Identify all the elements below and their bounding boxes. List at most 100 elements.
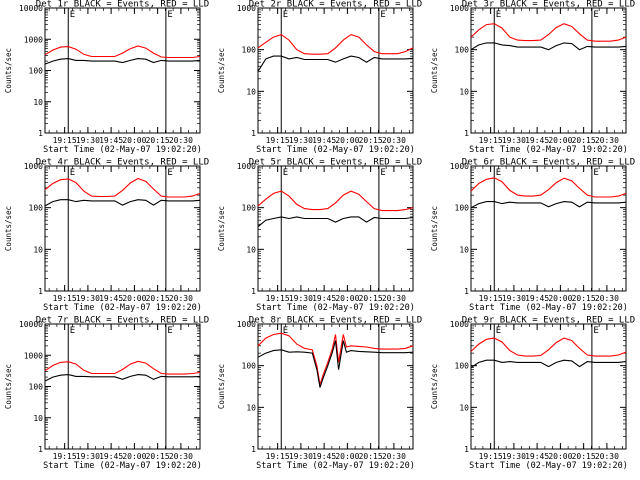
event-boundary-marker: E xyxy=(496,326,501,336)
y-tick-label: 10 xyxy=(246,403,256,412)
y-tick-label: 1000 xyxy=(237,4,256,13)
x-tick-label: 19:45 xyxy=(312,136,336,145)
plot-frame xyxy=(470,165,627,292)
x-tick-label: 19:15 xyxy=(266,136,290,145)
y-tick-label: 100 xyxy=(455,46,470,55)
chart-title: Det 8r BLACK = Events, RED = LLD xyxy=(249,316,422,326)
y-axis-label: Counts/sec xyxy=(430,206,439,251)
x-tick-label: 20:00 xyxy=(548,136,572,145)
event-boundary-marker: E xyxy=(496,168,501,178)
event-boundary-marker: E xyxy=(593,326,598,336)
chart-panel-1: Det 1r BLACK = Events, RED = LLD 1 10 100 10… xyxy=(4,0,209,155)
y-tick-label: 1000 xyxy=(237,162,256,171)
series-line-lld xyxy=(44,360,201,375)
y-tick-label: 1 xyxy=(464,445,469,454)
x-tick-label: 20:00 xyxy=(335,294,359,303)
series-line-events xyxy=(470,42,627,51)
y-tick-label: 10 xyxy=(33,245,43,254)
y-tick-label: 100 xyxy=(29,383,44,392)
x-tick-label: 20:30 xyxy=(595,136,619,145)
y-tick-label: 10 xyxy=(459,245,469,254)
event-boundary-marker: E xyxy=(380,10,385,20)
x-tick-label: 19:15 xyxy=(53,452,77,461)
series-line-events xyxy=(470,359,627,369)
x-tick-label: 20:15 xyxy=(359,294,383,303)
y-tick-label: 100 xyxy=(455,362,470,371)
x-tick-label: 20:30 xyxy=(169,294,193,303)
y-tick-label: 1 xyxy=(464,287,469,296)
y-tick-label: 100 xyxy=(29,67,44,76)
x-axis-label: Start Time (02-May-07 19:02:20) xyxy=(43,303,202,313)
x-tick-label: 20:30 xyxy=(595,294,619,303)
x-axis-label: Start Time (02-May-07 19:02:20) xyxy=(469,145,628,155)
plot-frame xyxy=(257,165,414,292)
x-tick-label: 20:00 xyxy=(335,136,359,145)
y-tick-label: 1000 xyxy=(237,320,256,329)
x-tick-label: 19:45 xyxy=(525,452,549,461)
y-tick-label: 1 xyxy=(38,287,43,296)
x-tick-label: 19:30 xyxy=(289,452,313,461)
y-tick-label: 1000 xyxy=(450,320,469,329)
y-tick-label: 1000 xyxy=(450,162,469,171)
series-line-lld xyxy=(470,337,627,357)
chart-panel-7: Det 7r BLACK = Events, RED = LLD 1 10 100 10… xyxy=(4,316,209,472)
x-tick-label: 20:15 xyxy=(359,136,383,145)
plot-frame xyxy=(44,165,201,292)
y-tick-label: 1000 xyxy=(24,351,43,360)
y-tick-label: 100 xyxy=(242,46,257,55)
x-tick-label: 20:30 xyxy=(169,136,193,145)
x-tick-label: 19:15 xyxy=(479,136,503,145)
x-tick-label: 19:30 xyxy=(76,294,100,303)
event-boundary-marker: E xyxy=(496,10,501,20)
x-tick-label: 19:15 xyxy=(266,294,290,303)
x-axis-label: Start Time (02-May-07 19:02:20) xyxy=(256,145,415,155)
x-tick-label: 19:15 xyxy=(266,452,290,461)
y-tick-label: 10 xyxy=(33,414,43,423)
x-tick-label: 20:00 xyxy=(122,294,146,303)
chart-title: Det 7r BLACK = Events, RED = LLD xyxy=(36,316,209,326)
x-tick-label: 20:15 xyxy=(572,136,596,145)
x-tick-label: 20:00 xyxy=(548,294,572,303)
event-boundary-marker: E xyxy=(70,168,75,178)
y-axis-label: Counts/sec xyxy=(4,364,13,409)
x-tick-label: 19:30 xyxy=(502,452,526,461)
x-tick-label: 20:30 xyxy=(169,452,193,461)
y-tick-label: 100 xyxy=(29,204,44,213)
x-tick-label: 19:30 xyxy=(289,294,313,303)
series-line-lld xyxy=(470,23,627,42)
y-tick-label: 1 xyxy=(464,129,469,138)
chart-title: Det 9r BLACK = Events, RED = LLD xyxy=(462,316,635,326)
event-boundary-marker: E xyxy=(380,168,385,178)
x-tick-label: 20:30 xyxy=(595,452,619,461)
y-axis-label: Counts/sec xyxy=(217,206,226,251)
chart-panel-9: Det 9r BLACK = Events, RED = LLD 1 10 100 10… xyxy=(430,316,635,472)
y-axis-label: Counts/sec xyxy=(217,364,226,409)
event-boundary-marker: E xyxy=(70,326,75,336)
y-tick-label: 1000 xyxy=(24,35,43,44)
x-tick-label: 19:30 xyxy=(76,136,100,145)
x-tick-label: 19:45 xyxy=(99,294,123,303)
event-boundary-marker: E xyxy=(283,326,288,336)
x-tick-label: 20:30 xyxy=(382,136,406,145)
series-line-lld xyxy=(470,177,627,198)
plot-frame xyxy=(470,323,627,450)
y-axis-label: Counts/sec xyxy=(430,364,439,409)
y-tick-label: 10 xyxy=(33,98,43,107)
event-boundary-marker: E xyxy=(167,168,172,178)
chart-title: Det 3r BLACK = Events, RED = LLD xyxy=(462,0,635,10)
chart-title: Det 1r BLACK = Events, RED = LLD xyxy=(36,0,209,10)
y-tick-label: 1 xyxy=(251,287,256,296)
chart-panel-8: Det 8r BLACK = Events, RED = LLD 1 10 100 10… xyxy=(217,316,422,472)
chart-panel-3: Det 3r BLACK = Events, RED = LLD 1 10 100 10… xyxy=(430,0,635,155)
x-tick-label: 20:15 xyxy=(146,294,170,303)
series-line-lld xyxy=(44,177,201,198)
y-tick-label: 1 xyxy=(38,445,43,454)
chart-title: Det 6r BLACK = Events, RED = LLD xyxy=(462,158,635,168)
series-line-lld xyxy=(257,332,414,385)
x-axis-label: Start Time (02-May-07 19:02:20) xyxy=(469,303,628,313)
y-axis-label: Counts/sec xyxy=(430,48,439,93)
series-line-events xyxy=(257,216,414,228)
x-tick-label: 19:30 xyxy=(502,136,526,145)
series-line-events xyxy=(470,201,627,209)
